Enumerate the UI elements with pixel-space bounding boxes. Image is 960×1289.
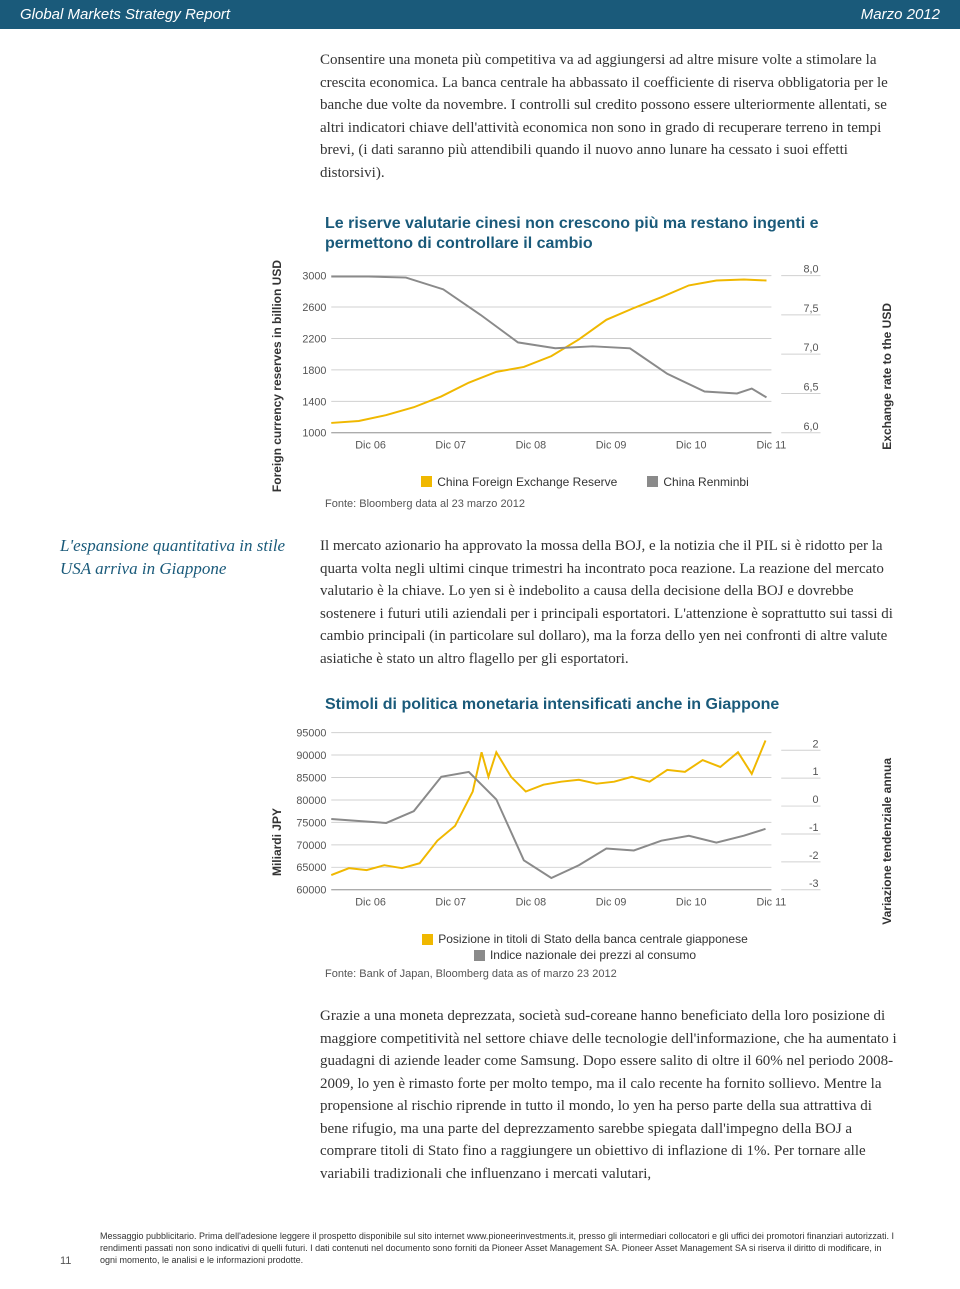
- svg-text:Dic 09: Dic 09: [596, 897, 627, 909]
- body-paragraph-2: Il mercato azionario ha approvato la mos…: [320, 535, 900, 670]
- svg-text:7,5: 7,5: [804, 302, 819, 314]
- svg-text:7,0: 7,0: [804, 342, 819, 354]
- svg-text:Dic 08: Dic 08: [516, 897, 547, 909]
- svg-text:90000: 90000: [296, 750, 326, 762]
- svg-text:2200: 2200: [302, 333, 326, 345]
- chart-1-yright-label: Exchange rate to the USD: [880, 303, 900, 450]
- svg-text:Dic 11: Dic 11: [756, 439, 786, 451]
- svg-text:6,0: 6,0: [804, 420, 819, 432]
- svg-text:Dic 06: Dic 06: [355, 897, 386, 909]
- chart-1: Le riserve valutarie cinesi non crescono…: [270, 214, 900, 510]
- svg-text:80000: 80000: [296, 795, 326, 807]
- chart-1-source: Fonte: Bloomberg data al 23 marzo 2012: [325, 498, 900, 510]
- chart-2-legend-1: Indice nazionale dei prezzi al consumo: [490, 948, 696, 962]
- svg-text:Dic 08: Dic 08: [516, 439, 547, 451]
- chart-2-title: Stimoli di politica monetaria intensific…: [325, 695, 900, 715]
- svg-text:Dic 07: Dic 07: [435, 897, 466, 909]
- chart-1-legend-0: China Foreign Exchange Reserve: [437, 475, 617, 489]
- chart-1-legend-1: China Renminbi: [663, 475, 748, 489]
- svg-text:3000: 3000: [302, 270, 326, 282]
- svg-text:1800: 1800: [302, 364, 326, 376]
- chart-2-yleft-label: Miliardi JPY: [270, 808, 290, 876]
- chart-2: Stimoli di politica monetaria intensific…: [270, 695, 900, 980]
- chart-1-svg: 3000 2600 2200 1800 1400 1000 Dic 06 Dic 07 Dic…: [290, 264, 850, 464]
- svg-text:70000: 70000: [296, 840, 326, 852]
- chart-2-svg: 95000 90000 85000 80000 75000 70000 65000 60000…: [290, 721, 850, 921]
- header-bar: Global Markets Strategy Report Marzo 201…: [0, 0, 960, 29]
- footer: 11 Messaggio pubblicitario. Prima dell'a…: [0, 1210, 960, 1289]
- svg-text:2: 2: [813, 738, 819, 750]
- svg-text:1: 1: [813, 766, 819, 778]
- chart-2-yright-label: Variazione tendenziale annua: [880, 758, 900, 925]
- chart-2-source: Fonte: Bank of Japan, Bloomberg data as …: [325, 968, 900, 980]
- svg-text:85000: 85000: [296, 772, 326, 784]
- svg-text:-2: -2: [809, 850, 819, 862]
- svg-text:Dic 10: Dic 10: [676, 439, 707, 451]
- chart-1-yleft-label: Foreign currency reserves in billion USD: [270, 260, 290, 492]
- svg-text:1000: 1000: [302, 427, 326, 439]
- svg-text:65000: 65000: [296, 862, 326, 874]
- sidebar-spacer: [60, 1005, 295, 1185]
- svg-text:Dic 06: Dic 06: [355, 439, 386, 451]
- footer-disclaimer: Messaggio pubblicitario. Prima dell'ades…: [100, 1230, 900, 1269]
- body-paragraph-3: Grazie a una moneta deprezzata, società …: [320, 1005, 900, 1185]
- svg-text:1400: 1400: [302, 396, 326, 408]
- svg-text:-1: -1: [809, 822, 819, 834]
- chart-1-legend: China Foreign Exchange Reserve China Ren…: [290, 475, 880, 489]
- svg-text:Dic 07: Dic 07: [435, 439, 466, 451]
- intro-paragraph: Consentire una moneta più competitiva va…: [320, 49, 900, 184]
- svg-text:Dic 10: Dic 10: [676, 897, 707, 909]
- chart-2-legend: Posizione in titoli di Stato della banca…: [290, 932, 880, 962]
- chart-1-title: Le riserve valutarie cinesi non crescono…: [325, 214, 900, 254]
- page-number: 11: [60, 1230, 80, 1269]
- svg-text:Dic 11: Dic 11: [756, 897, 786, 909]
- chart-2-legend-0: Posizione in titoli di Stato della banca…: [438, 932, 748, 946]
- svg-text:95000: 95000: [296, 728, 326, 740]
- svg-text:6,5: 6,5: [804, 381, 819, 393]
- svg-text:Dic 09: Dic 09: [596, 439, 627, 451]
- svg-text:75000: 75000: [296, 817, 326, 829]
- svg-text:60000: 60000: [296, 885, 326, 897]
- header-title-right: Marzo 2012: [861, 6, 940, 23]
- sidebar-note-1: L'espansione quantitativa in stile USA a…: [60, 535, 295, 670]
- header-title-left: Global Markets Strategy Report: [20, 6, 230, 23]
- svg-text:0: 0: [813, 794, 819, 806]
- svg-text:2600: 2600: [302, 301, 326, 313]
- svg-text:8,0: 8,0: [804, 264, 819, 276]
- svg-text:-3: -3: [809, 878, 819, 890]
